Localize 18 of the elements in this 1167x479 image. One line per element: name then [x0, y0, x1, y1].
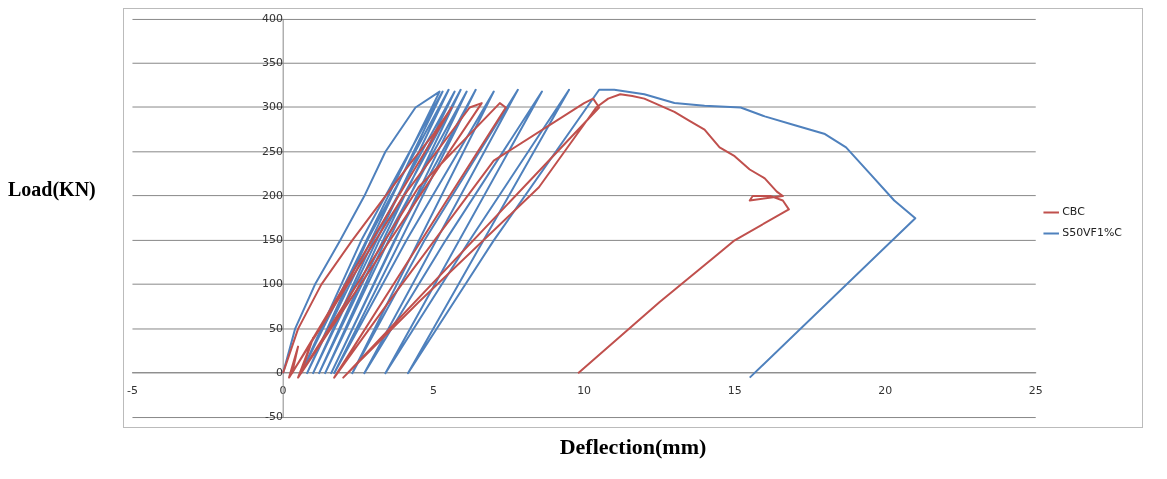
x-tick-label: -5 — [127, 383, 138, 397]
x-tick-label: 10 — [577, 383, 592, 397]
y-tick-label: 400 — [262, 11, 284, 25]
x-tick-label: 5 — [430, 383, 438, 397]
x-tick-label: 20 — [878, 383, 893, 397]
x-tick-label: 15 — [727, 383, 742, 397]
legend-label: CBC — [1062, 205, 1086, 219]
y-axis-title: Load(KN) — [8, 177, 97, 201]
y-tick-label: 300 — [262, 100, 284, 114]
x-tick-label: 25 — [1028, 383, 1043, 397]
y-tick-label: 250 — [262, 144, 284, 158]
y-tick-label: 200 — [262, 188, 284, 202]
legend-label: S50VF1%C — [1062, 226, 1123, 240]
y-tick-label: 350 — [262, 56, 284, 70]
x-axis-title: Deflection(mm) — [558, 434, 708, 460]
y-tick-label: 150 — [262, 233, 284, 247]
y-tick-label: 50 — [269, 321, 284, 335]
y-tick-label: 100 — [262, 277, 284, 291]
